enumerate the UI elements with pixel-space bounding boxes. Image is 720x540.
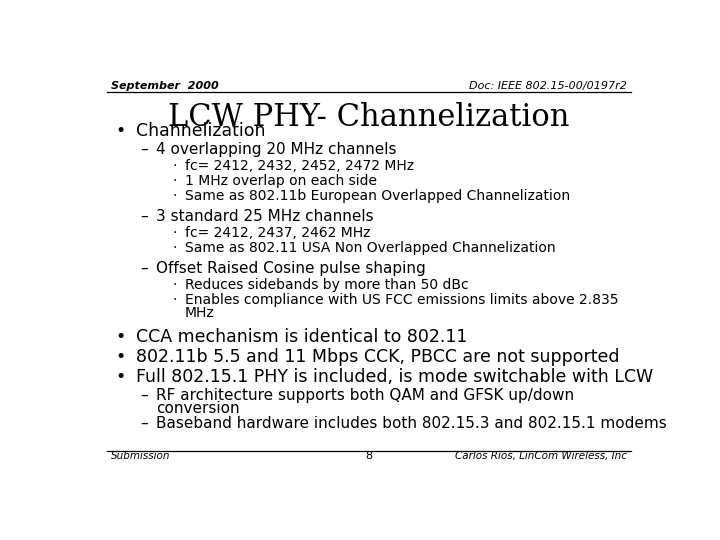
Text: 8: 8 — [366, 451, 372, 462]
Text: ·: · — [173, 226, 177, 240]
Text: Baseband hardware includes both 802.15.3 and 802.15.1 modems: Baseband hardware includes both 802.15.3… — [156, 416, 667, 431]
Text: LCW PHY- Channelization: LCW PHY- Channelization — [168, 102, 570, 133]
Text: ·: · — [173, 278, 177, 292]
Text: •: • — [115, 328, 125, 347]
Text: conversion: conversion — [156, 401, 240, 416]
Text: –: – — [140, 208, 148, 224]
Text: Carlos Rios, LinCom Wireless, Inc: Carlos Rios, LinCom Wireless, Inc — [455, 451, 627, 462]
Text: fc= 2412, 2432, 2452, 2472 MHz: fc= 2412, 2432, 2452, 2472 MHz — [185, 159, 414, 173]
Text: 1 MHz overlap on each side: 1 MHz overlap on each side — [185, 174, 377, 188]
Text: •: • — [115, 122, 125, 140]
Text: Offset Raised Cosine pulse shaping: Offset Raised Cosine pulse shaping — [156, 261, 426, 275]
Text: 4 overlapping 20 MHz channels: 4 overlapping 20 MHz channels — [156, 141, 396, 157]
Text: –: – — [140, 388, 148, 403]
Text: •: • — [115, 348, 125, 366]
Text: Doc: IEEE 802.15-00/0197r2: Doc: IEEE 802.15-00/0197r2 — [469, 82, 627, 91]
Text: Channelization: Channelization — [136, 122, 265, 140]
Text: Reduces sidebands by more than 50 dBc: Reduces sidebands by more than 50 dBc — [185, 278, 469, 292]
Text: Same as 802.11b European Overlapped Channelization: Same as 802.11b European Overlapped Chan… — [185, 189, 570, 203]
Text: –: – — [140, 416, 148, 431]
Text: Enables compliance with US FCC emissions limits above 2.835: Enables compliance with US FCC emissions… — [185, 293, 618, 307]
Text: CCA mechanism is identical to 802.11: CCA mechanism is identical to 802.11 — [136, 328, 467, 347]
Text: –: – — [140, 261, 148, 275]
Text: –: – — [140, 141, 148, 157]
Text: ·: · — [173, 241, 177, 255]
Text: ·: · — [173, 293, 177, 307]
Text: fc= 2412, 2437, 2462 MHz: fc= 2412, 2437, 2462 MHz — [185, 226, 370, 240]
Text: 3 standard 25 MHz channels: 3 standard 25 MHz channels — [156, 208, 374, 224]
Text: 802.11b 5.5 and 11 Mbps CCK, PBCC are not supported: 802.11b 5.5 and 11 Mbps CCK, PBCC are no… — [136, 348, 619, 366]
Text: Submission: Submission — [111, 451, 171, 462]
Text: RF architecture supports both QAM and GFSK up/down: RF architecture supports both QAM and GF… — [156, 388, 574, 403]
Text: Same as 802.11 USA Non Overlapped Channelization: Same as 802.11 USA Non Overlapped Channe… — [185, 241, 556, 255]
Text: ·: · — [173, 189, 177, 203]
Text: ·: · — [173, 174, 177, 188]
Text: Full 802.15.1 PHY is included, is mode switchable with LCW: Full 802.15.1 PHY is included, is mode s… — [136, 368, 653, 386]
Text: •: • — [115, 368, 125, 386]
Text: ·: · — [173, 159, 177, 173]
Text: September  2000: September 2000 — [111, 82, 219, 91]
Text: MHz: MHz — [185, 306, 215, 320]
